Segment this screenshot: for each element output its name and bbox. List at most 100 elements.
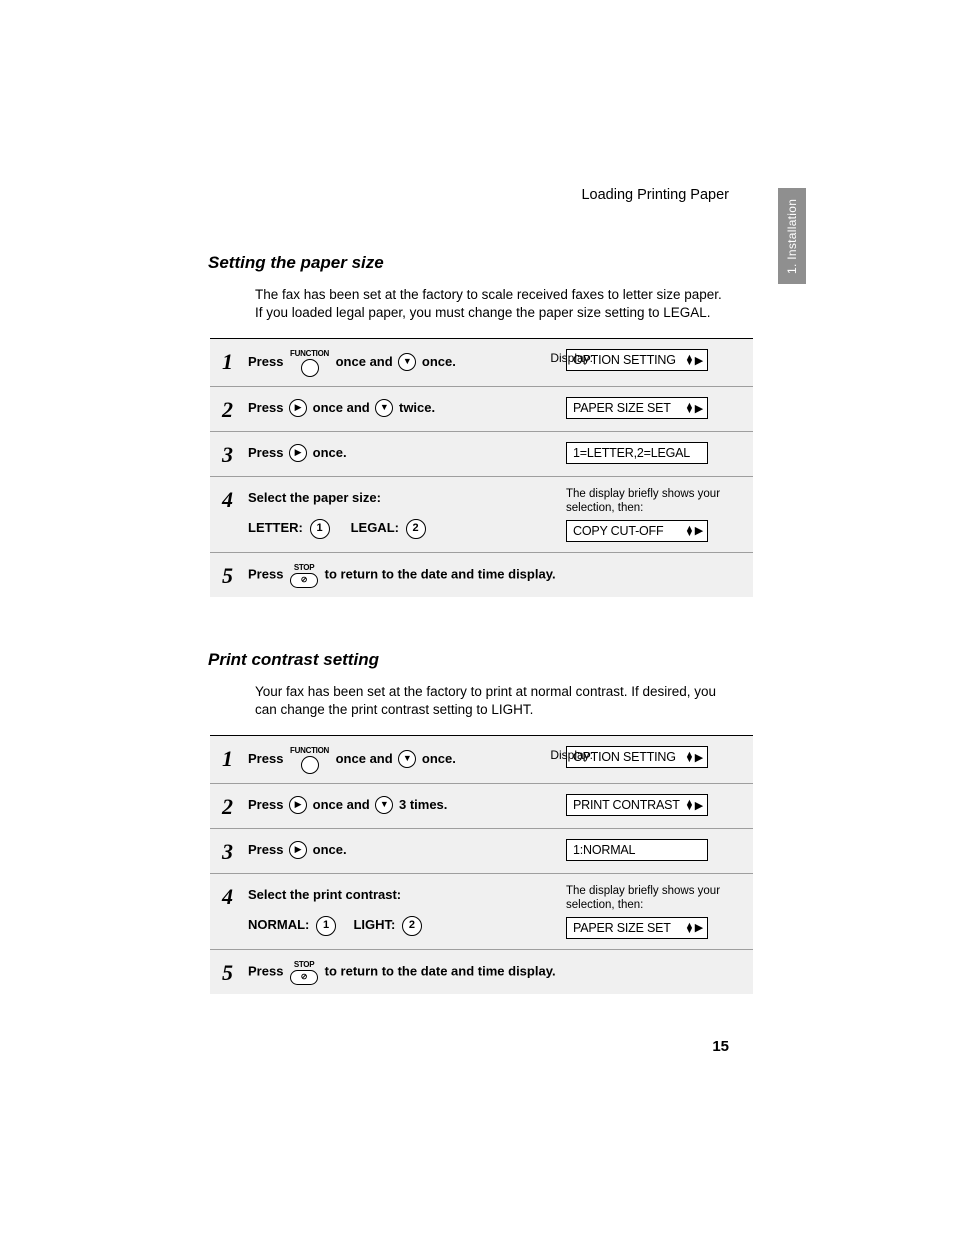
step-row: 4 Select the paper size: LETTER: 1 LEGAL…: [210, 477, 753, 553]
text: Press: [248, 842, 287, 857]
nav-arrows-icon: ▲▼▶: [685, 524, 703, 537]
section2-steps: 1 Press FUNCTION once and ▼ once. Displa…: [210, 735, 753, 994]
lcd-text: PAPER SIZE SET: [573, 401, 671, 415]
step-number: 5: [222, 565, 248, 587]
display-label: Display:: [550, 748, 593, 762]
step-body: Press ▶ once and ▼ twice.: [248, 397, 566, 419]
step-display: 1:NORMAL: [566, 839, 741, 861]
right-button-icon: ▶: [289, 841, 307, 859]
down-button-icon: ▼: [398, 750, 416, 768]
function-label: FUNCTION: [290, 747, 329, 755]
display-note: The display briefly shows your selection…: [566, 884, 741, 913]
text: Press: [248, 354, 283, 369]
section1-intro: The fax has been set at the factory to s…: [255, 286, 729, 322]
text: 3 times.: [399, 797, 447, 812]
step-number: 3: [222, 444, 248, 466]
step-body: Press ▶ once and ▼ 3 times.: [248, 794, 566, 816]
step-number: 5: [222, 962, 248, 984]
section1-heading: Setting the paper size: [208, 253, 384, 273]
function-button: FUNCTION: [290, 350, 329, 377]
display-note: The display briefly shows your selection…: [566, 487, 741, 516]
section1-steps: 1 Press FUNCTION once and ▼ once. Displa…: [210, 338, 753, 597]
down-button-icon: ▼: [398, 353, 416, 371]
text: Select the paper size:: [248, 487, 566, 509]
step-display: PAPER SIZE SET ▲▼▶: [566, 397, 741, 419]
step-body: Select the print contrast: NORMAL: 1 LIG…: [248, 884, 566, 936]
round-button-icon: [301, 756, 319, 774]
step-body: Press ▶ once.: [248, 839, 566, 861]
step-display: The display briefly shows your selection…: [566, 884, 741, 939]
selection-options: LETTER: 1 LEGAL: 2: [248, 517, 566, 539]
text: Press: [248, 445, 287, 460]
text: once and: [313, 400, 374, 415]
step-row: 3 Press ▶ once. 1=LETTER,2=LEGAL: [210, 432, 753, 477]
option-label: LETTER:: [248, 520, 303, 535]
step-row: 5 Press STOP ⊘ to return to the date and…: [210, 950, 753, 994]
lcd-text: 1=LETTER,2=LEGAL: [573, 446, 690, 460]
keypad-1-icon: 1: [310, 519, 330, 539]
step-number: 3: [222, 841, 248, 863]
lcd-text: 1:NORMAL: [573, 843, 635, 857]
step-body: Press ▶ once.: [248, 442, 566, 464]
step-row: 5 Press STOP ⊘ to return to the date and…: [210, 553, 753, 597]
lcd-box: 1=LETTER,2=LEGAL: [566, 442, 708, 464]
page-number: 15: [712, 1038, 729, 1055]
lcd-box: PRINT CONTRAST ▲▼▶: [566, 794, 708, 816]
text: to return to the date and time display.: [325, 963, 556, 978]
nav-arrows-icon: ▲▼▶: [685, 402, 703, 415]
selection-options: NORMAL: 1 LIGHT: 2: [248, 914, 566, 936]
lcd-box: COPY CUT-OFF ▲▼▶: [566, 520, 708, 542]
function-button: FUNCTION: [290, 747, 329, 774]
text: Press: [248, 751, 283, 766]
lcd-text: COPY CUT-OFF: [573, 524, 663, 538]
step-number: 2: [222, 399, 248, 421]
step-number: 2: [222, 796, 248, 818]
step-display: PRINT CONTRAST ▲▼▶: [566, 794, 741, 816]
text: Press: [248, 963, 287, 978]
step-number: 4: [222, 489, 248, 511]
step-row: 1 Press FUNCTION once and ▼ once. Displa…: [210, 339, 753, 387]
nav-arrows-icon: ▲▼▶: [685, 921, 703, 934]
down-button-icon: ▼: [375, 399, 393, 417]
section2-heading: Print contrast setting: [208, 650, 379, 670]
text: to return to the date and time display.: [325, 566, 556, 581]
stop-button: STOP ⊘: [290, 564, 318, 588]
stop-label: STOP: [294, 564, 314, 572]
text: once and: [336, 354, 397, 369]
keypad-2-icon: 2: [402, 916, 422, 936]
round-button-icon: [301, 359, 319, 377]
right-button-icon: ▶: [289, 796, 307, 814]
lcd-box: PAPER SIZE SET ▲▼▶: [566, 917, 708, 939]
step-number: 1: [222, 351, 248, 373]
text: Press: [248, 566, 287, 581]
right-button-icon: ▶: [289, 444, 307, 462]
option-label: LEGAL:: [351, 520, 399, 535]
step-number: 4: [222, 886, 248, 908]
keypad-1-icon: 1: [316, 916, 336, 936]
text: Press: [248, 797, 287, 812]
nav-arrows-icon: ▲▼▶: [685, 751, 703, 764]
page: Loading Printing Paper 1. Installation S…: [0, 0, 954, 1235]
text: twice.: [399, 400, 435, 415]
step-body: Press FUNCTION once and ▼ once.: [248, 746, 566, 773]
text: once and: [313, 797, 374, 812]
text: once.: [422, 751, 456, 766]
text: once.: [313, 445, 347, 460]
step-body: Press FUNCTION once and ▼ once.: [248, 349, 566, 376]
oval-button-icon: ⊘: [290, 970, 318, 985]
lcd-text: PAPER SIZE SET: [573, 921, 671, 935]
oval-button-icon: ⊘: [290, 573, 318, 588]
nav-arrows-icon: ▲▼▶: [685, 354, 703, 367]
step-row: 2 Press ▶ once and ▼ twice. PAPER SIZE S…: [210, 387, 753, 432]
lcd-box: PAPER SIZE SET ▲▼▶: [566, 397, 708, 419]
lcd-text: PRINT CONTRAST: [573, 798, 680, 812]
step-display: The display briefly shows your selection…: [566, 487, 741, 542]
text: once and: [336, 751, 397, 766]
section2-intro: Your fax has been set at the factory to …: [255, 683, 729, 719]
step-display: 1=LETTER,2=LEGAL: [566, 442, 741, 464]
keypad-2-icon: 2: [406, 519, 426, 539]
running-header: Loading Printing Paper: [581, 187, 729, 203]
lcd-box: 1:NORMAL: [566, 839, 708, 861]
side-tab: 1. Installation: [778, 188, 806, 284]
step-body: Press STOP ⊘ to return to the date and t…: [248, 563, 741, 587]
